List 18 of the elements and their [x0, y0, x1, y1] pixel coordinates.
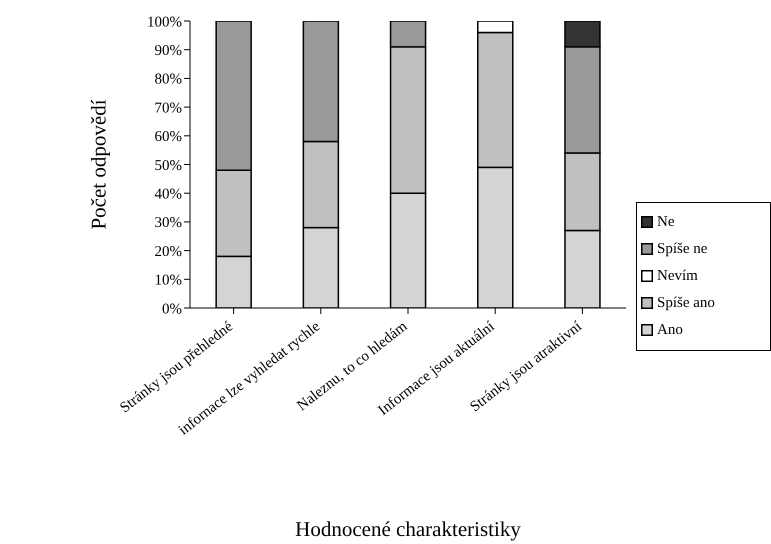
- legend-label: Spíše ne: [657, 240, 708, 258]
- y-tick-label: 30%: [154, 215, 182, 232]
- y-tick-label: 40%: [154, 186, 182, 203]
- x-axis-title: Hodnocené charakteristiky: [295, 517, 522, 541]
- y-axis-title: Počet odpovědí: [86, 99, 110, 230]
- y-tick-label: 90%: [154, 43, 182, 60]
- y-tick-label: 60%: [154, 129, 182, 146]
- y-tick-label: 10%: [154, 272, 182, 289]
- y-tick-label: 70%: [154, 100, 182, 116]
- y-tick-label: 80%: [154, 72, 182, 88]
- legend-label: Ano: [657, 320, 683, 340]
- y-tick-label: 20%: [154, 244, 182, 260]
- y-tick-label: 100%: [147, 14, 182, 30]
- legend-label: Nevím: [657, 266, 698, 286]
- y-tick-label: 50%: [154, 158, 182, 174]
- y-tick-label: 0%: [162, 301, 182, 318]
- legend-label: Spíše ano: [657, 294, 715, 312]
- legend-label: Ne: [657, 212, 674, 232]
